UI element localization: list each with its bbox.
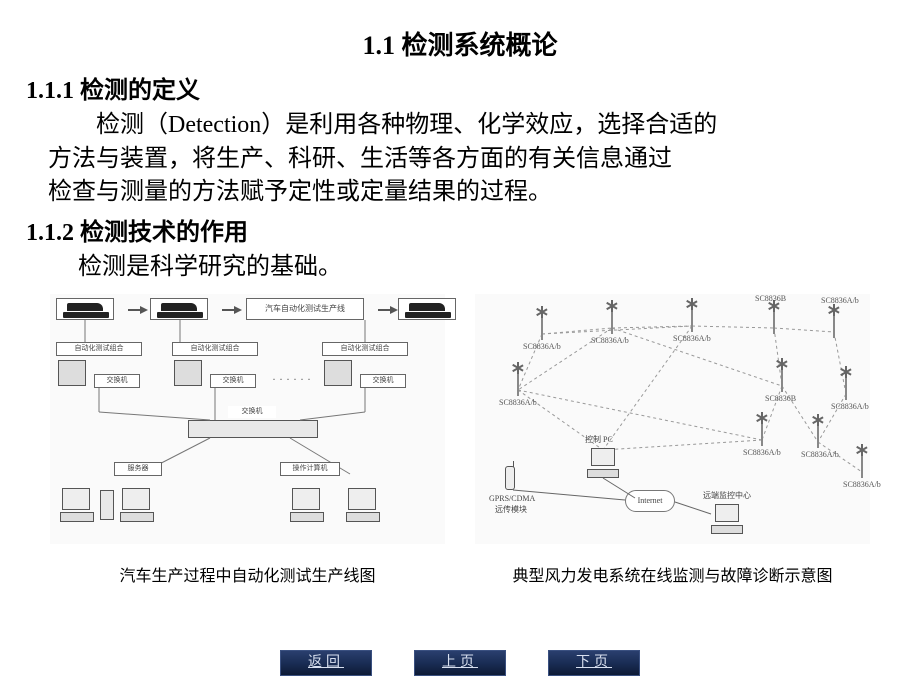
server-icon [120,488,154,522]
wind-turbine-icon [827,304,841,338]
section-1-para-line1: 检测（Detection）是利用各种物理、化学效应，选择合适的 [20,109,900,141]
turbine-label: SC8836A/b [673,334,711,343]
turbine-label: SC8836A/b [743,448,781,457]
wind-turbine-icon [811,414,825,448]
gprs-sublabel: 远传模块 [495,504,527,515]
right-figure-caption: 典型风力发电系统在线监测与故障诊断示意图 [475,562,870,586]
turbine-label: SC8836A/b [591,336,629,345]
left-figure-caption: 汽车生产过程中自动化测试生产线图 [50,562,445,586]
wind-turbine-icon [755,412,769,446]
operator-label: 操作计算机 [280,462,340,476]
remote-center-label: 远端监控中心 [703,490,751,501]
wind-turbine-icon [605,300,619,334]
turbine-label: SC8836A/b [523,342,561,351]
server-tower-icon [100,490,114,520]
operator-pc-icon [290,488,324,522]
figures-row: 汽车自动化测试生产线 自动化测试组合 自动化测试组合 自动化测试组合 交换机 交… [20,294,900,586]
turbine-label: SC8836B [765,394,796,403]
server-icon [60,488,94,522]
wind-turbine-icon [685,298,699,332]
wind-turbine-icon [535,306,549,340]
section-1-heading: 1.1.1 检测的定义 [20,70,900,105]
right-figure: 控制 PC Internet GPRS/CDMA 远传模块 远端监控中心 [475,294,870,586]
wind-turbine-icon [839,366,853,400]
next-page-button[interactable]: 下页 [548,650,640,676]
section-1-para-line3: 检查与测量的方法赋予定性或定量结果的过程。 [20,176,900,208]
prev-page-button[interactable]: 上页 [414,650,506,676]
back-button[interactable]: 返回 [280,650,372,676]
wind-turbine-icon [511,362,525,396]
turbine-label: SC8836B [755,294,786,303]
turbine-label: SC8836A/b [843,480,881,489]
gprs-label: GPRS/CDMA [489,494,535,503]
right-figure-canvas: 控制 PC Internet GPRS/CDMA 远传模块 远端监控中心 [475,294,870,544]
left-figure-canvas: 汽车自动化测试生产线 自动化测试组合 自动化测试组合 自动化测试组合 交换机 交… [50,294,445,544]
remote-center-pc-icon [709,504,745,534]
operator-pc-icon [346,488,380,522]
wind-turbine-icon [775,358,789,392]
section-2-para: 检测是科学研究的基础。 [20,251,900,283]
server-label: 服务器 [114,462,162,476]
turbine-label: SC8836A/b [499,398,537,407]
internet-cloud: Internet [625,490,675,512]
wind-turbine-icon [767,300,781,334]
control-pc-icon [585,448,621,478]
control-pc-label: 控制 PC [585,434,613,445]
turbine-label: SC8836A/b [801,450,839,459]
left-figure: 汽车自动化测试生产线 自动化测试组合 自动化测试组合 自动化测试组合 交换机 交… [50,294,445,586]
gprs-phone-icon [505,466,515,490]
turbine-label: SC8836A/b [831,402,869,411]
wind-turbine-icon [855,444,869,478]
nav-bar: 返回 上页 下页 [0,650,920,676]
section-2-heading: 1.1.2 检测技术的作用 [20,212,900,247]
section-1-para-line2: 方法与装置，将生产、科研、生活等各方面的有关信息通过 [20,143,900,175]
page-title: 1.1 检测系统概论 [20,25,900,62]
turbine-label: SC8836A/b [821,296,859,305]
